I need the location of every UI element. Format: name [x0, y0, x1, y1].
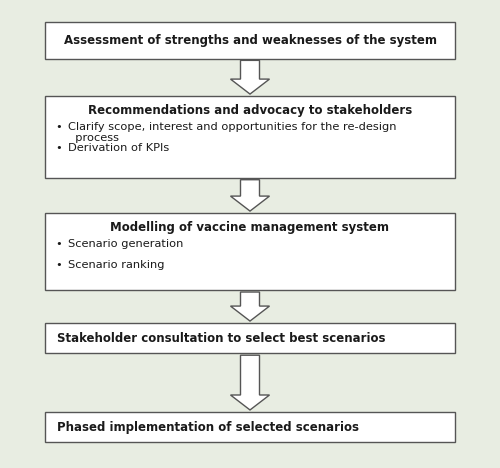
Text: Assessment of strengths and weaknesses of the system: Assessment of strengths and weaknesses o…: [64, 34, 436, 47]
Polygon shape: [230, 292, 270, 321]
Text: •: •: [56, 260, 62, 270]
FancyBboxPatch shape: [45, 22, 455, 58]
FancyBboxPatch shape: [45, 96, 455, 178]
Text: •: •: [56, 143, 62, 153]
Text: Recommendations and advocacy to stakeholders: Recommendations and advocacy to stakehol…: [88, 104, 412, 117]
Text: Scenario ranking: Scenario ranking: [68, 260, 164, 270]
Polygon shape: [230, 60, 270, 94]
Text: •: •: [56, 122, 62, 132]
Text: Stakeholder consultation to select best scenarios: Stakeholder consultation to select best …: [58, 332, 386, 344]
FancyBboxPatch shape: [45, 323, 455, 353]
Text: Phased implementation of selected scenarios: Phased implementation of selected scenar…: [58, 421, 360, 433]
Polygon shape: [230, 355, 270, 410]
Text: Scenario generation: Scenario generation: [68, 239, 183, 249]
Text: Derivation of KPIs: Derivation of KPIs: [68, 143, 169, 153]
Text: •: •: [56, 239, 62, 249]
Text: Clarify scope, interest and opportunities for the re-design
  process: Clarify scope, interest and opportunitie…: [68, 122, 396, 143]
FancyBboxPatch shape: [45, 213, 455, 290]
FancyBboxPatch shape: [45, 412, 455, 442]
Text: Modelling of vaccine management system: Modelling of vaccine management system: [110, 221, 390, 234]
Polygon shape: [230, 180, 270, 211]
